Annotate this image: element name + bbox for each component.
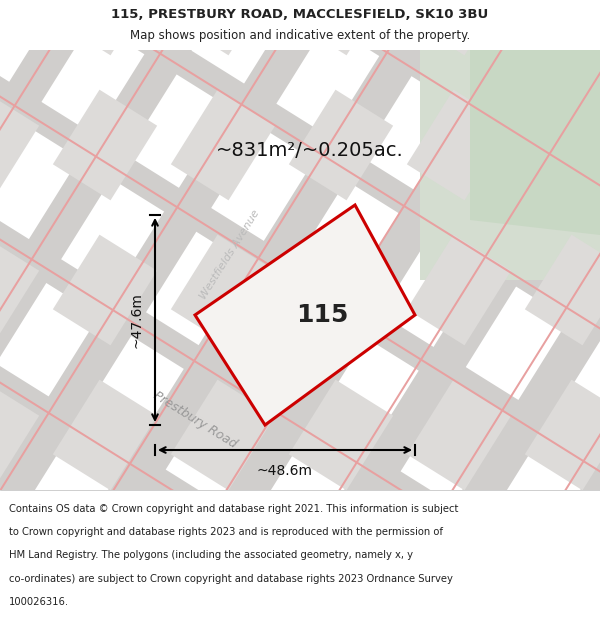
Polygon shape <box>0 474 600 625</box>
Text: ~48.6m: ~48.6m <box>257 464 313 478</box>
Polygon shape <box>512 0 600 619</box>
Polygon shape <box>264 0 600 610</box>
Polygon shape <box>151 0 577 610</box>
Text: ~47.6m: ~47.6m <box>129 292 143 348</box>
Text: 115: 115 <box>296 303 349 327</box>
Polygon shape <box>289 379 393 491</box>
Polygon shape <box>0 45 600 523</box>
Text: 115, PRESTBURY ROAD, MACCLESFIELD, SK10 3BU: 115, PRESTBURY ROAD, MACCLESFIELD, SK10 … <box>112 8 488 21</box>
Polygon shape <box>0 188 600 625</box>
Polygon shape <box>40 0 496 619</box>
Polygon shape <box>0 0 600 380</box>
Polygon shape <box>525 234 600 346</box>
Polygon shape <box>0 0 238 610</box>
Polygon shape <box>53 234 157 346</box>
Polygon shape <box>289 234 393 346</box>
Polygon shape <box>53 89 157 201</box>
Polygon shape <box>0 609 600 625</box>
Polygon shape <box>0 0 351 610</box>
Polygon shape <box>0 464 600 625</box>
Polygon shape <box>171 0 275 56</box>
Polygon shape <box>407 0 511 56</box>
Polygon shape <box>0 331 600 625</box>
Polygon shape <box>0 617 600 625</box>
Polygon shape <box>38 0 464 610</box>
Polygon shape <box>407 234 511 346</box>
Text: Westfields Avenue: Westfields Avenue <box>199 209 262 301</box>
Polygon shape <box>0 0 24 619</box>
Polygon shape <box>0 234 39 346</box>
Polygon shape <box>53 379 157 491</box>
Polygon shape <box>0 0 600 386</box>
Polygon shape <box>0 29 600 531</box>
Polygon shape <box>171 379 275 491</box>
Polygon shape <box>0 89 39 201</box>
Polygon shape <box>0 0 125 610</box>
Polygon shape <box>289 0 393 56</box>
Text: co-ordinates) are subject to Crown copyright and database rights 2023 Ordnance S: co-ordinates) are subject to Crown copyr… <box>9 574 453 584</box>
Polygon shape <box>407 524 511 625</box>
Polygon shape <box>0 379 39 491</box>
Polygon shape <box>490 0 600 610</box>
Text: HM Land Registry. The polygons (including the associated geometry, namely x, y: HM Land Registry. The polygons (includin… <box>9 551 413 561</box>
Polygon shape <box>0 0 142 619</box>
Polygon shape <box>171 234 275 346</box>
Polygon shape <box>525 89 600 201</box>
Text: 100026316.: 100026316. <box>9 598 69 608</box>
Polygon shape <box>0 0 260 619</box>
Polygon shape <box>0 0 600 241</box>
Polygon shape <box>0 0 378 619</box>
Polygon shape <box>470 50 600 235</box>
Polygon shape <box>420 50 600 280</box>
Polygon shape <box>377 0 600 610</box>
Polygon shape <box>0 0 39 56</box>
Text: Prestbury Road: Prestbury Road <box>151 389 239 451</box>
Polygon shape <box>407 89 511 201</box>
Polygon shape <box>158 0 600 619</box>
Text: Map shows position and indicative extent of the property.: Map shows position and indicative extent… <box>130 29 470 42</box>
Polygon shape <box>0 0 600 238</box>
Polygon shape <box>0 319 600 625</box>
Polygon shape <box>394 0 600 619</box>
Polygon shape <box>276 0 600 619</box>
Polygon shape <box>0 0 600 96</box>
Polygon shape <box>53 0 157 56</box>
Polygon shape <box>289 89 393 201</box>
Text: to Crown copyright and database rights 2023 and is reproduced with the permissio: to Crown copyright and database rights 2… <box>9 527 443 537</box>
Polygon shape <box>0 174 600 625</box>
Polygon shape <box>195 205 415 425</box>
Polygon shape <box>0 0 12 610</box>
Polygon shape <box>53 524 157 625</box>
Polygon shape <box>525 0 600 56</box>
Polygon shape <box>525 379 600 491</box>
Polygon shape <box>0 524 39 625</box>
Polygon shape <box>289 524 393 625</box>
Polygon shape <box>171 524 275 625</box>
Polygon shape <box>525 524 600 625</box>
Polygon shape <box>171 89 275 201</box>
Polygon shape <box>0 0 600 94</box>
Polygon shape <box>407 379 511 491</box>
Text: Contains OS data © Crown copyright and database right 2021. This information is : Contains OS data © Crown copyright and d… <box>9 504 458 514</box>
Text: ~831m²/~0.205ac.: ~831m²/~0.205ac. <box>216 141 404 159</box>
